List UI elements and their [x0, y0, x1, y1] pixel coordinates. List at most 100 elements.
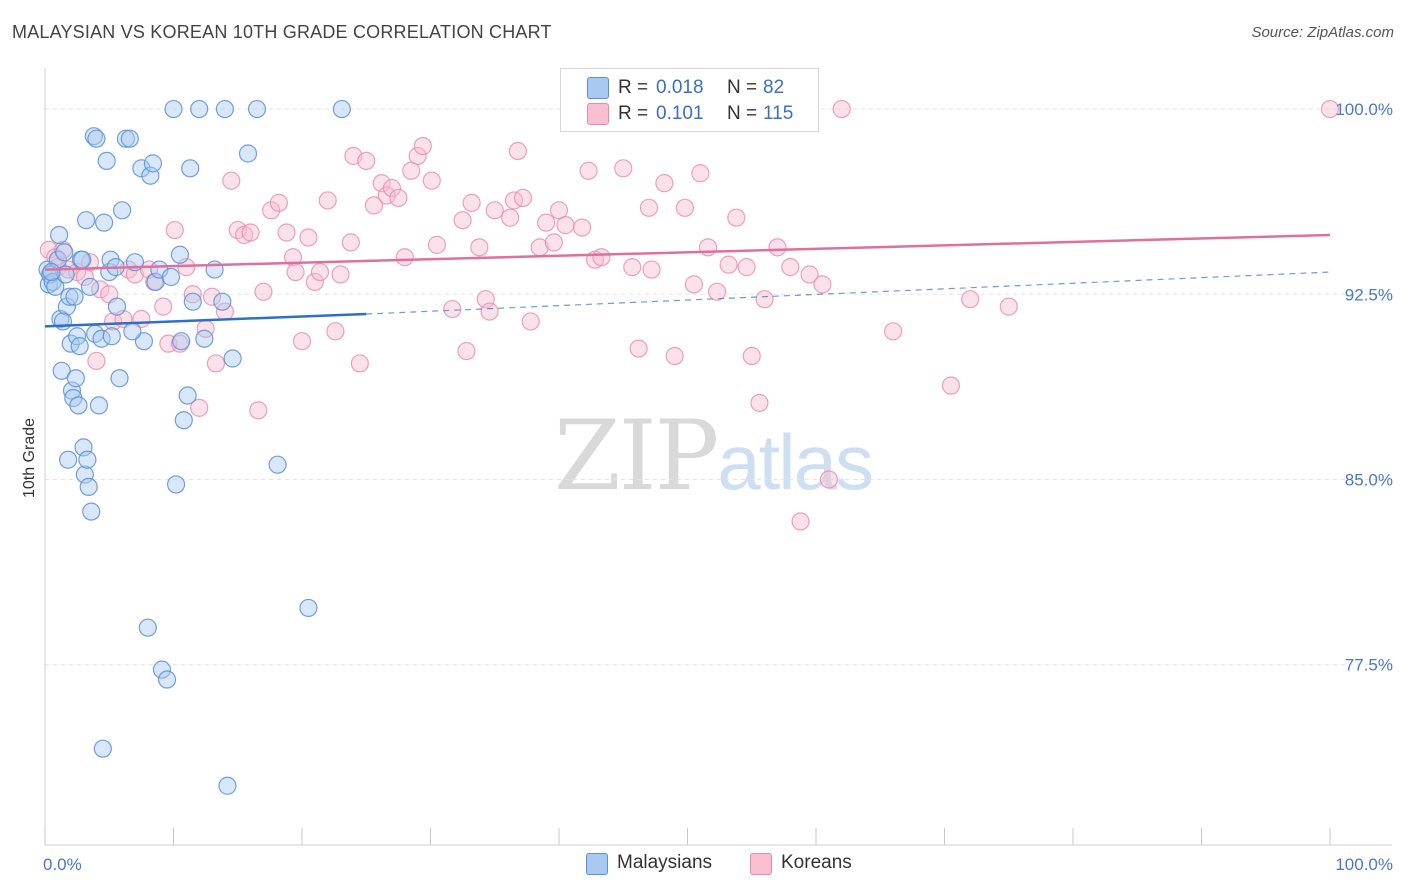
source-credit: Source: ZipAtlas.com [1251, 24, 1394, 41]
korean-point [592, 248, 611, 267]
legend-label: Malaysians [617, 852, 713, 873]
malaysian-point [157, 670, 177, 689]
malaysian-point [97, 151, 116, 171]
korean-point [579, 161, 598, 180]
malaysian-point [42, 262, 61, 282]
korean-point [249, 401, 268, 420]
malaysian-point [223, 349, 242, 368]
korean-point [755, 290, 774, 309]
korean-point [791, 512, 810, 531]
n-label: N = [727, 103, 758, 124]
korean-point [331, 265, 350, 284]
korean-point [389, 188, 408, 208]
korean-point [299, 228, 318, 247]
malaysian-point [93, 739, 112, 758]
x-tick-label: 0.0% [43, 855, 82, 874]
korean-point [883, 322, 903, 341]
korean-point [691, 164, 710, 183]
korean-point [427, 235, 447, 254]
korean-point [719, 255, 738, 274]
malaysian-point [89, 396, 109, 415]
malaysian-point [80, 277, 100, 296]
malaysian-point [82, 502, 101, 521]
malaysian-point [164, 99, 183, 119]
malaysian-point [55, 243, 74, 262]
korean-point [202, 287, 222, 306]
korean-swatch [587, 103, 609, 125]
malaysian-point [66, 369, 85, 388]
korean-point [39, 240, 58, 259]
korean-point [87, 351, 106, 371]
r-label: R = [618, 103, 649, 124]
korean-point [286, 262, 305, 282]
korean-point [737, 258, 756, 277]
korean-point [521, 312, 540, 331]
korean-point [513, 188, 533, 208]
gridlines [45, 108, 1392, 666]
malaysian-point [52, 361, 71, 380]
malaysian-point [102, 327, 121, 346]
n-value: 115 [763, 103, 794, 124]
korean-point [556, 216, 575, 235]
korean-point [800, 265, 819, 284]
korean-point [573, 218, 592, 237]
korean-point [190, 398, 209, 417]
korean-point [254, 282, 273, 301]
y-tick-label: 77.5% [1345, 656, 1393, 675]
korean-point [470, 238, 489, 257]
malaysian-trend-line [44, 312, 367, 328]
malaysian-point [87, 129, 106, 148]
r-value: 0.101 [656, 103, 704, 124]
x-tick-label: 100.0% [1335, 855, 1393, 874]
korean-point [292, 332, 312, 351]
korean-point [1320, 99, 1340, 119]
korean-point [508, 141, 527, 161]
korean-point [781, 258, 800, 277]
series-legend: Malaysians Koreans [0, 852, 1406, 878]
r-label: R = [618, 77, 649, 98]
malaysian-point [77, 211, 96, 230]
tick-labels: 77.5% 85.0% 92.5% 100.0% 0.0% 100.0% [43, 100, 1393, 874]
malaysian-point [70, 337, 89, 356]
malaysian-point [73, 250, 92, 269]
legend-label: Koreans [781, 852, 852, 873]
malaysian-point [78, 450, 97, 469]
malaysian-points [38, 99, 351, 795]
malaysian-point [95, 213, 114, 232]
n-value: 82 [763, 77, 785, 98]
korean-point [698, 238, 718, 257]
korean-point [453, 211, 472, 230]
malaysian-point [215, 99, 234, 119]
malaysian-point [170, 245, 190, 264]
korean-point [357, 151, 376, 171]
malaysian-point [138, 618, 157, 637]
malaysian-point [190, 99, 209, 119]
malaysian-point [50, 225, 69, 245]
korean-point [642, 260, 661, 279]
korean-point [277, 223, 296, 242]
r-value: 0.018 [656, 77, 704, 98]
malaysian-swatch [586, 853, 608, 875]
stats-legend: R = 0.018 N = 82 R = 0.101 N = 115 [560, 68, 819, 132]
malaysian-point [181, 159, 200, 178]
malaysian-swatch [587, 77, 609, 99]
korean-point [310, 262, 330, 282]
korean-point [813, 275, 832, 294]
korean-point [629, 339, 648, 358]
korean-point [457, 341, 476, 361]
malaysian-point [218, 776, 237, 795]
korean-point [262, 201, 281, 220]
korean-point [222, 171, 241, 190]
korean-swatch [750, 853, 772, 875]
n-label: N = [727, 77, 758, 98]
korean-point [154, 297, 173, 316]
watermark: ZIPatlas [554, 400, 874, 512]
malaysian-trend-extension [366, 271, 1331, 315]
korean-point [750, 393, 769, 413]
korean-point [819, 470, 838, 489]
korean-point [318, 191, 337, 210]
korean-point [639, 198, 659, 217]
korean-point [480, 302, 499, 321]
malaysian-point [166, 475, 186, 494]
